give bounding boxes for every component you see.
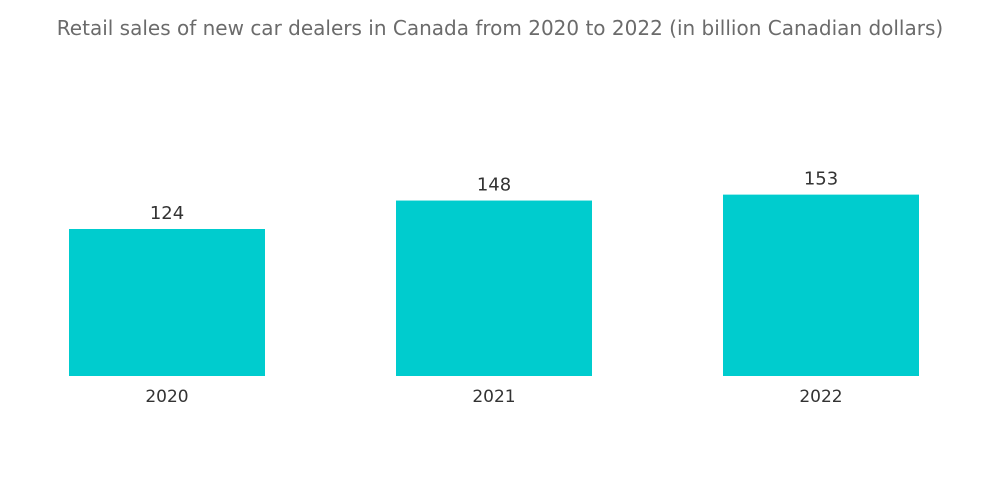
bar-2022 <box>723 194 919 376</box>
data-labels-layer: 124 148 153 <box>150 169 838 224</box>
data-label-2021: 148 <box>477 175 511 196</box>
bars-layer <box>69 194 919 376</box>
x-tick-label-2021: 2021 <box>472 387 515 407</box>
x-tick-label-2022: 2022 <box>799 387 842 407</box>
data-label-2022: 153 <box>804 169 838 190</box>
bar-2021 <box>396 200 592 376</box>
chart-title: Retail sales of new car dealers in Canad… <box>56 16 944 40</box>
x-tick-label-2020: 2020 <box>145 387 188 407</box>
x-axis-tick-labels: 2020 2021 2022 <box>145 387 842 407</box>
bar-2020 <box>69 229 265 376</box>
data-label-2020: 124 <box>150 203 184 224</box>
